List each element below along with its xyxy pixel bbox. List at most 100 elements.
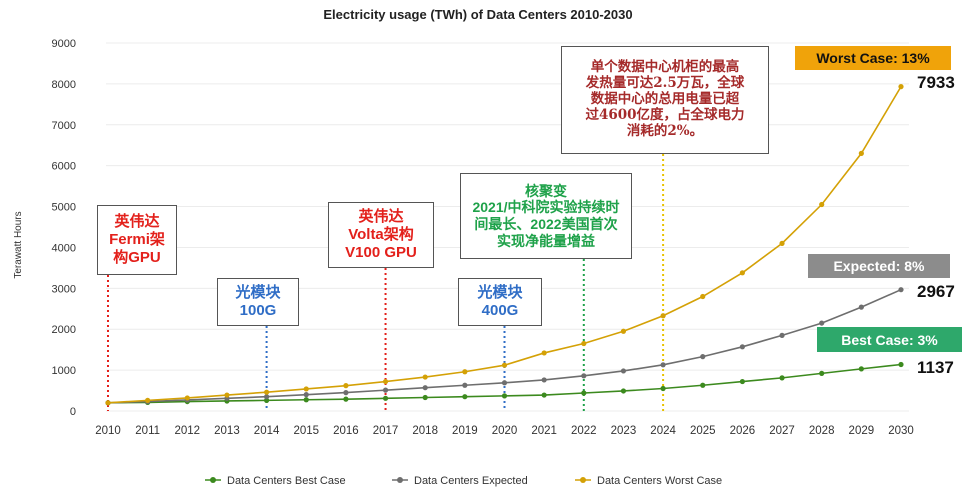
x-tick-label: 2012 (175, 425, 201, 437)
data-point (660, 385, 666, 392)
annotation-fusion-line: 实现净能量增益 (497, 232, 595, 249)
x-tick-labels: 2010 2011 2012 2013 2014 2015 2016 2017 2018 2019… (95, 425, 914, 437)
y-tick-label: 8000 (52, 79, 76, 91)
y-tick-label: 9000 (52, 38, 76, 50)
annotation-400g-line: 光模块 (477, 284, 523, 302)
data-point (620, 328, 627, 334)
data-point (779, 375, 785, 381)
data-point (422, 374, 428, 380)
x-tick-label: 2028 (809, 425, 835, 437)
x-tick-label: 2015 (293, 425, 319, 437)
annotation-100g-line: 100G (239, 302, 277, 319)
data-point (739, 344, 746, 350)
x-tick-label: 2027 (769, 425, 795, 437)
y-tick-label: 2000 (52, 324, 76, 336)
chart-title: Electricity usage (TWh) of Data Centers … (323, 7, 632, 22)
data-point (462, 394, 468, 400)
annotation-cabinet-line: 消耗的2%。 (626, 122, 704, 139)
annotation-cabinet-line: 数据中心的总用电量已超 (590, 91, 740, 108)
x-tick-label: 2030 (888, 425, 914, 437)
data-point (700, 382, 706, 388)
data-point (898, 287, 904, 293)
data-point (264, 394, 270, 400)
x-tick-label: 2018 (412, 425, 438, 437)
data-point (343, 396, 349, 402)
data-point (739, 378, 746, 385)
x-tick-label: 2021 (531, 425, 557, 437)
data-point (541, 392, 547, 398)
x-tick-label: 2023 (611, 425, 637, 437)
x-tick-label: 2017 (373, 425, 399, 437)
data-point (303, 392, 309, 398)
x-tick-label: 2020 (492, 425, 518, 437)
data-point (541, 350, 547, 356)
data-point (660, 313, 666, 319)
data-point (620, 388, 627, 394)
y-tick-label: 4000 (52, 242, 76, 254)
x-tick-label: 2016 (333, 425, 359, 437)
annotation-fermi-line: 构GPU (113, 248, 161, 266)
y-tick-label: 0 (70, 406, 76, 418)
data-point (700, 293, 706, 300)
x-tick-label: 2013 (214, 425, 240, 437)
y-tick-label: 6000 (52, 161, 76, 173)
data-point (819, 320, 825, 326)
data-point (620, 368, 627, 374)
data-point (382, 395, 389, 401)
data-point (382, 387, 389, 393)
y-tick-label: 3000 (52, 283, 76, 295)
data-point (303, 397, 309, 403)
data-point (343, 383, 349, 389)
annotation-fermi-line: 英伟达 (114, 213, 160, 231)
data-point (819, 201, 825, 208)
best-case-tag: Best Case: 3% (817, 327, 962, 352)
y-axis-label: Terawatt Hours (13, 211, 24, 278)
annotation-volta-line: Volta架构 (348, 226, 414, 244)
annotation-100g-line: 光模块 (235, 284, 281, 302)
data-point (184, 395, 190, 401)
legend-label: Data Centers Expected (414, 475, 528, 487)
annotation-fermi: 英伟达 Fermi架 构GPU (97, 205, 177, 275)
data-point (581, 373, 587, 379)
annotation-fermi-line: Fermi架 (109, 231, 165, 249)
data-point (501, 380, 508, 386)
legend-swatch-marker (397, 477, 403, 483)
x-tick-label: 2011 (135, 425, 160, 437)
annotation-cabinet-line: 发热量可达2.5万瓦，全球 (585, 75, 745, 92)
data-point (858, 304, 864, 310)
annotation-fusion-line: 核聚变 (525, 182, 567, 199)
data-point (898, 361, 904, 368)
annotation-cabinet-line: 过4600亿度，占全球电力 (585, 106, 745, 123)
annotation-cabinet-line: 单个数据中心机柜的最高 (590, 59, 740, 76)
worst-case-tag: Worst Case: 13% (795, 46, 951, 70)
data-point (779, 240, 785, 246)
annotation-fusion: 核聚变 2021/中科院实验持续时 间最长、2022美国首次 实现净能量增益 (460, 173, 632, 259)
data-point (382, 378, 389, 385)
legend-label: Data Centers Worst Case (597, 475, 722, 487)
series-lines (105, 84, 904, 406)
data-point (105, 400, 111, 406)
data-point (422, 394, 428, 401)
y-tick-labels: 0 1000 2000 3000 4000 5000 6000 7000 8000 9000 (52, 38, 76, 418)
data-point (858, 150, 864, 156)
x-tick-label: 2029 (849, 425, 875, 437)
annotation-volta: 英伟达 Volta架构 V100 GPU (328, 202, 434, 268)
y-tick-label: 7000 (52, 120, 76, 132)
annotation-400g-line: 400G (481, 302, 519, 319)
data-point (581, 390, 587, 396)
data-point (422, 385, 428, 391)
legend-swatch-marker (580, 477, 586, 483)
data-point (462, 369, 468, 375)
data-point (819, 370, 825, 376)
annotation-fusion-line: 间最长、2022美国首次 (474, 216, 618, 232)
x-tick-label: 2025 (690, 425, 716, 437)
data-point (224, 392, 230, 398)
worst-case-end-value: 7933 (917, 73, 955, 92)
data-point (779, 332, 785, 338)
annotation-cabinet: 单个数据中心机柜的最高 发热量可达2.5万瓦，全球 数据中心的总用电量已超 过4… (561, 46, 769, 154)
x-tick-label: 2026 (730, 425, 756, 437)
data-point (264, 389, 270, 395)
annotation-volta-line: V100 GPU (345, 243, 417, 261)
annotation-400g: 光模块 400G (458, 278, 542, 326)
x-tick-label: 2010 (95, 425, 121, 437)
